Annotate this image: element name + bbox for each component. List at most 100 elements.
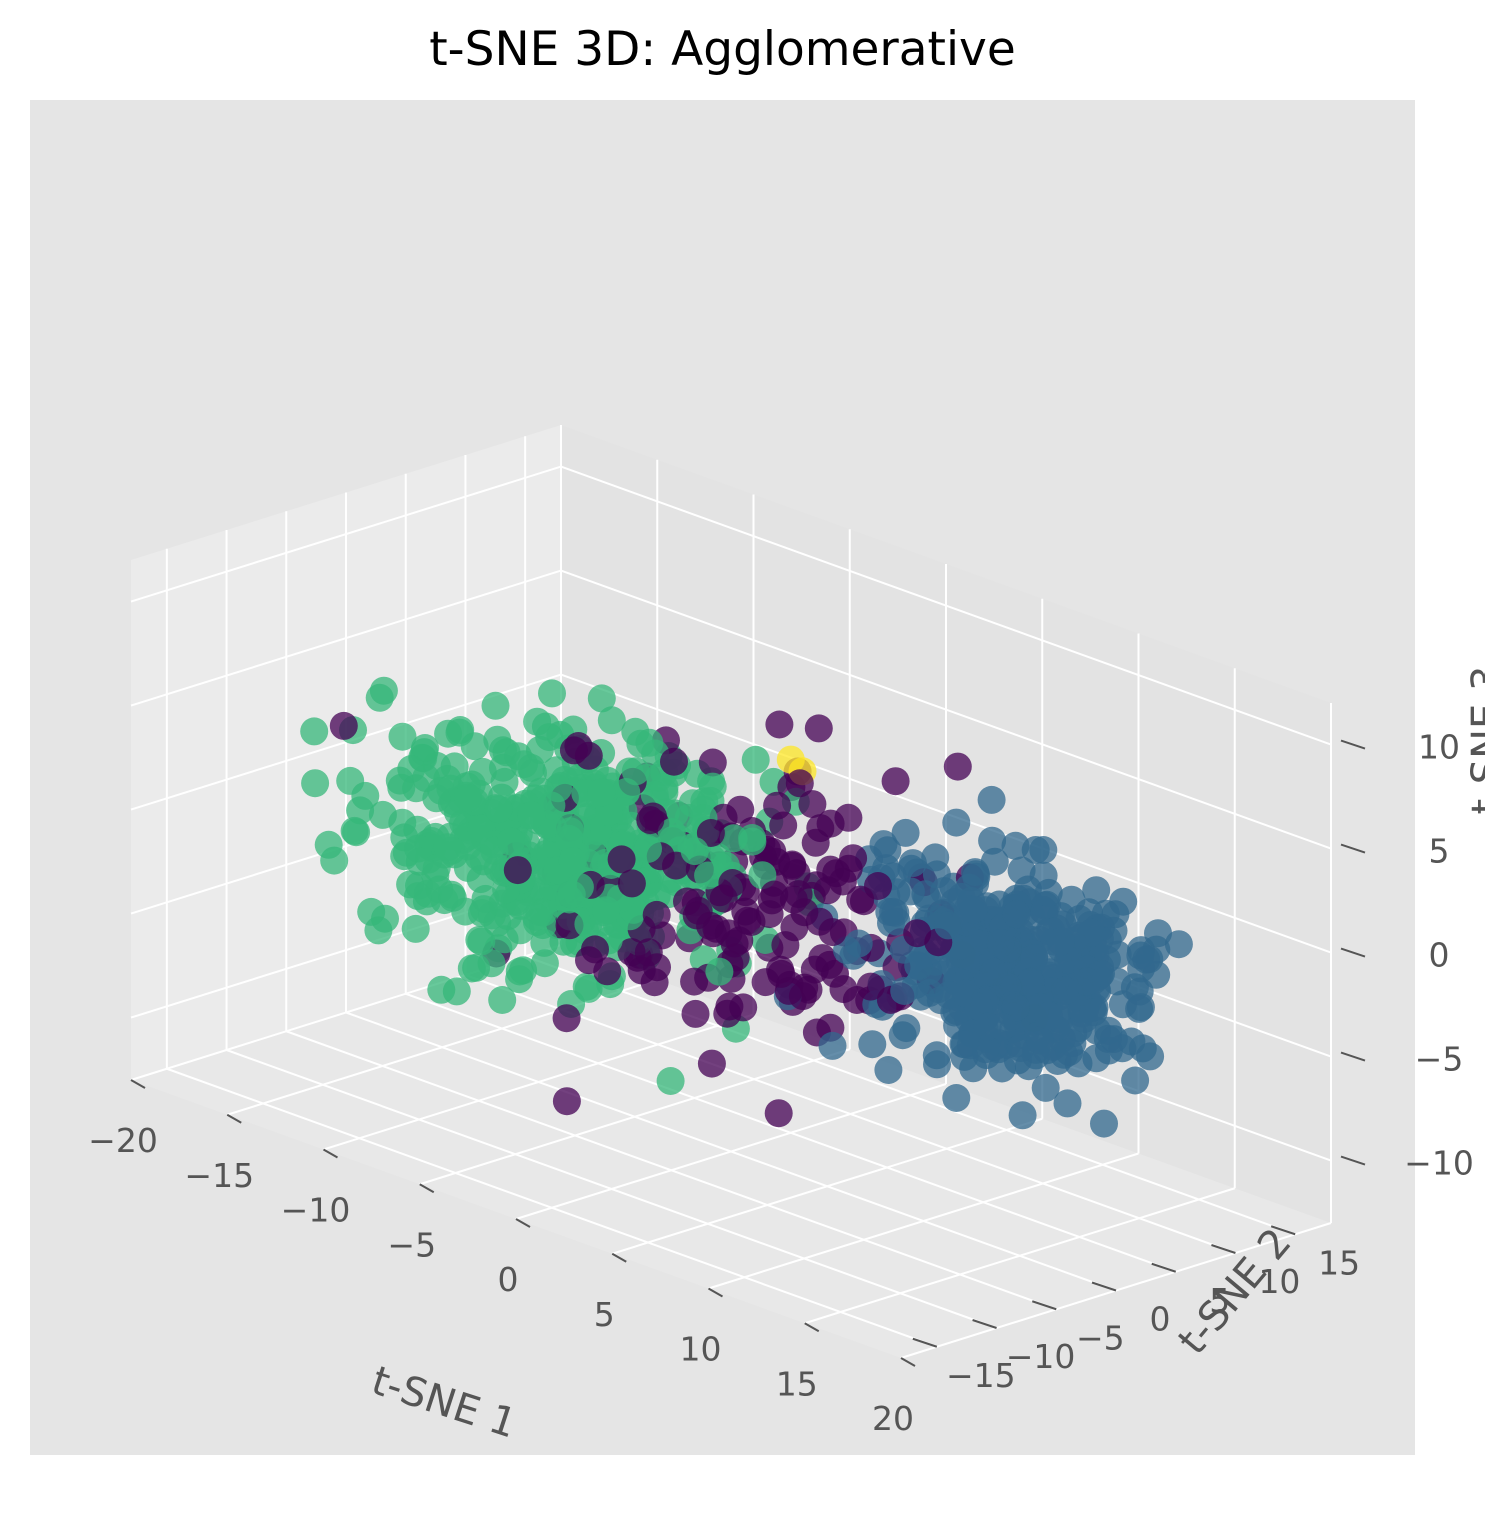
grid-line-y-floor (465, 974, 1236, 1254)
data-point (806, 814, 835, 843)
data-point (457, 954, 486, 983)
x-tick-label: 20 (872, 1399, 914, 1438)
data-point (1055, 1037, 1084, 1066)
data-point (1091, 899, 1120, 928)
x-tick (804, 1322, 820, 1333)
data-point (790, 898, 819, 927)
data-point (904, 951, 933, 980)
z-tick-label: −5 (1415, 1040, 1464, 1079)
data-point (856, 972, 885, 1001)
x-tick-label: 0 (498, 1260, 519, 1299)
data-point (559, 736, 588, 765)
data-point (903, 919, 932, 948)
data-point (898, 849, 927, 878)
data-point (401, 914, 430, 943)
data-point (818, 1031, 847, 1060)
data-point (1082, 876, 1111, 905)
data-point (1034, 878, 1063, 907)
data-point (785, 769, 814, 798)
data-point (1007, 856, 1036, 885)
data-point (1136, 1042, 1165, 1071)
data-point (351, 781, 380, 810)
data-point (411, 734, 439, 762)
chart-title: t-SNE 3D: Agglomerative (429, 22, 1016, 77)
data-point (481, 691, 510, 720)
data-point (525, 735, 554, 764)
data-point (926, 986, 955, 1015)
z-tick (1340, 1155, 1366, 1166)
grid-line-y-floor (405, 992, 1177, 1273)
data-point (945, 931, 974, 960)
data-point (988, 1054, 1016, 1083)
scatter-points (300, 676, 1193, 1138)
data-point (1093, 1024, 1122, 1053)
data-point (769, 811, 798, 840)
data-point (764, 1099, 793, 1128)
data-point (660, 747, 688, 776)
data-point (422, 854, 451, 882)
y-tick (1151, 1262, 1177, 1273)
data-point (788, 982, 817, 1011)
data-point (890, 977, 919, 1005)
data-point (490, 767, 519, 796)
data-point (492, 738, 521, 767)
data-point (896, 877, 925, 906)
data-point (558, 847, 587, 876)
data-point (552, 1004, 581, 1033)
x-tick (323, 1148, 338, 1159)
data-point (593, 957, 622, 986)
data-point (301, 769, 330, 798)
data-point (798, 790, 827, 819)
x-tick-label: −20 (88, 1121, 158, 1160)
data-point (505, 965, 534, 994)
data-point (818, 918, 847, 947)
data-point (1090, 1109, 1118, 1138)
data-point (1008, 1101, 1037, 1130)
data-point (978, 826, 1007, 855)
z-axis-label: t-SNE 3 (1464, 666, 1485, 815)
data-point (581, 935, 609, 964)
data-point (1073, 967, 1102, 996)
data-point (454, 783, 482, 812)
y-tick-label: 15 (1318, 1243, 1360, 1282)
data-point (404, 882, 432, 911)
y-tick (1031, 1300, 1057, 1311)
x-tick (226, 1113, 242, 1124)
data-point (680, 967, 709, 996)
data-point (767, 959, 796, 988)
data-point (1031, 1073, 1060, 1102)
data-point (961, 858, 990, 887)
x-tick-label: 15 (776, 1364, 818, 1403)
data-point (1046, 927, 1075, 956)
data-point (959, 895, 988, 924)
data-point (544, 774, 572, 803)
x-tick-label: 5 (594, 1295, 615, 1334)
x-tick (611, 1252, 627, 1263)
data-point (698, 748, 727, 777)
data-point (738, 824, 767, 852)
grid-line-z-back (560, 465, 1332, 746)
data-point (771, 931, 800, 960)
grid-line-z-back (560, 569, 1332, 850)
data-point (657, 818, 686, 846)
data-point (1026, 1026, 1054, 1055)
data-point (1051, 976, 1080, 1005)
data-point (864, 872, 892, 900)
data-point (943, 752, 972, 781)
data-point (977, 785, 1006, 814)
data-point (656, 1067, 685, 1095)
data-point (427, 975, 456, 1004)
z-tick-label: 5 (1429, 832, 1450, 871)
data-point (557, 880, 586, 909)
data-point (467, 927, 496, 956)
y-tick (1211, 1244, 1236, 1254)
x-tick (708, 1287, 723, 1298)
data-point (329, 711, 358, 740)
data-point (1057, 885, 1086, 914)
data-point (892, 1014, 921, 1043)
data-point (617, 869, 646, 898)
data-point (640, 968, 669, 997)
data-point (696, 911, 725, 940)
y-tick-label: 10 (1258, 1262, 1300, 1301)
y-tick-label: −15 (946, 1356, 1016, 1395)
